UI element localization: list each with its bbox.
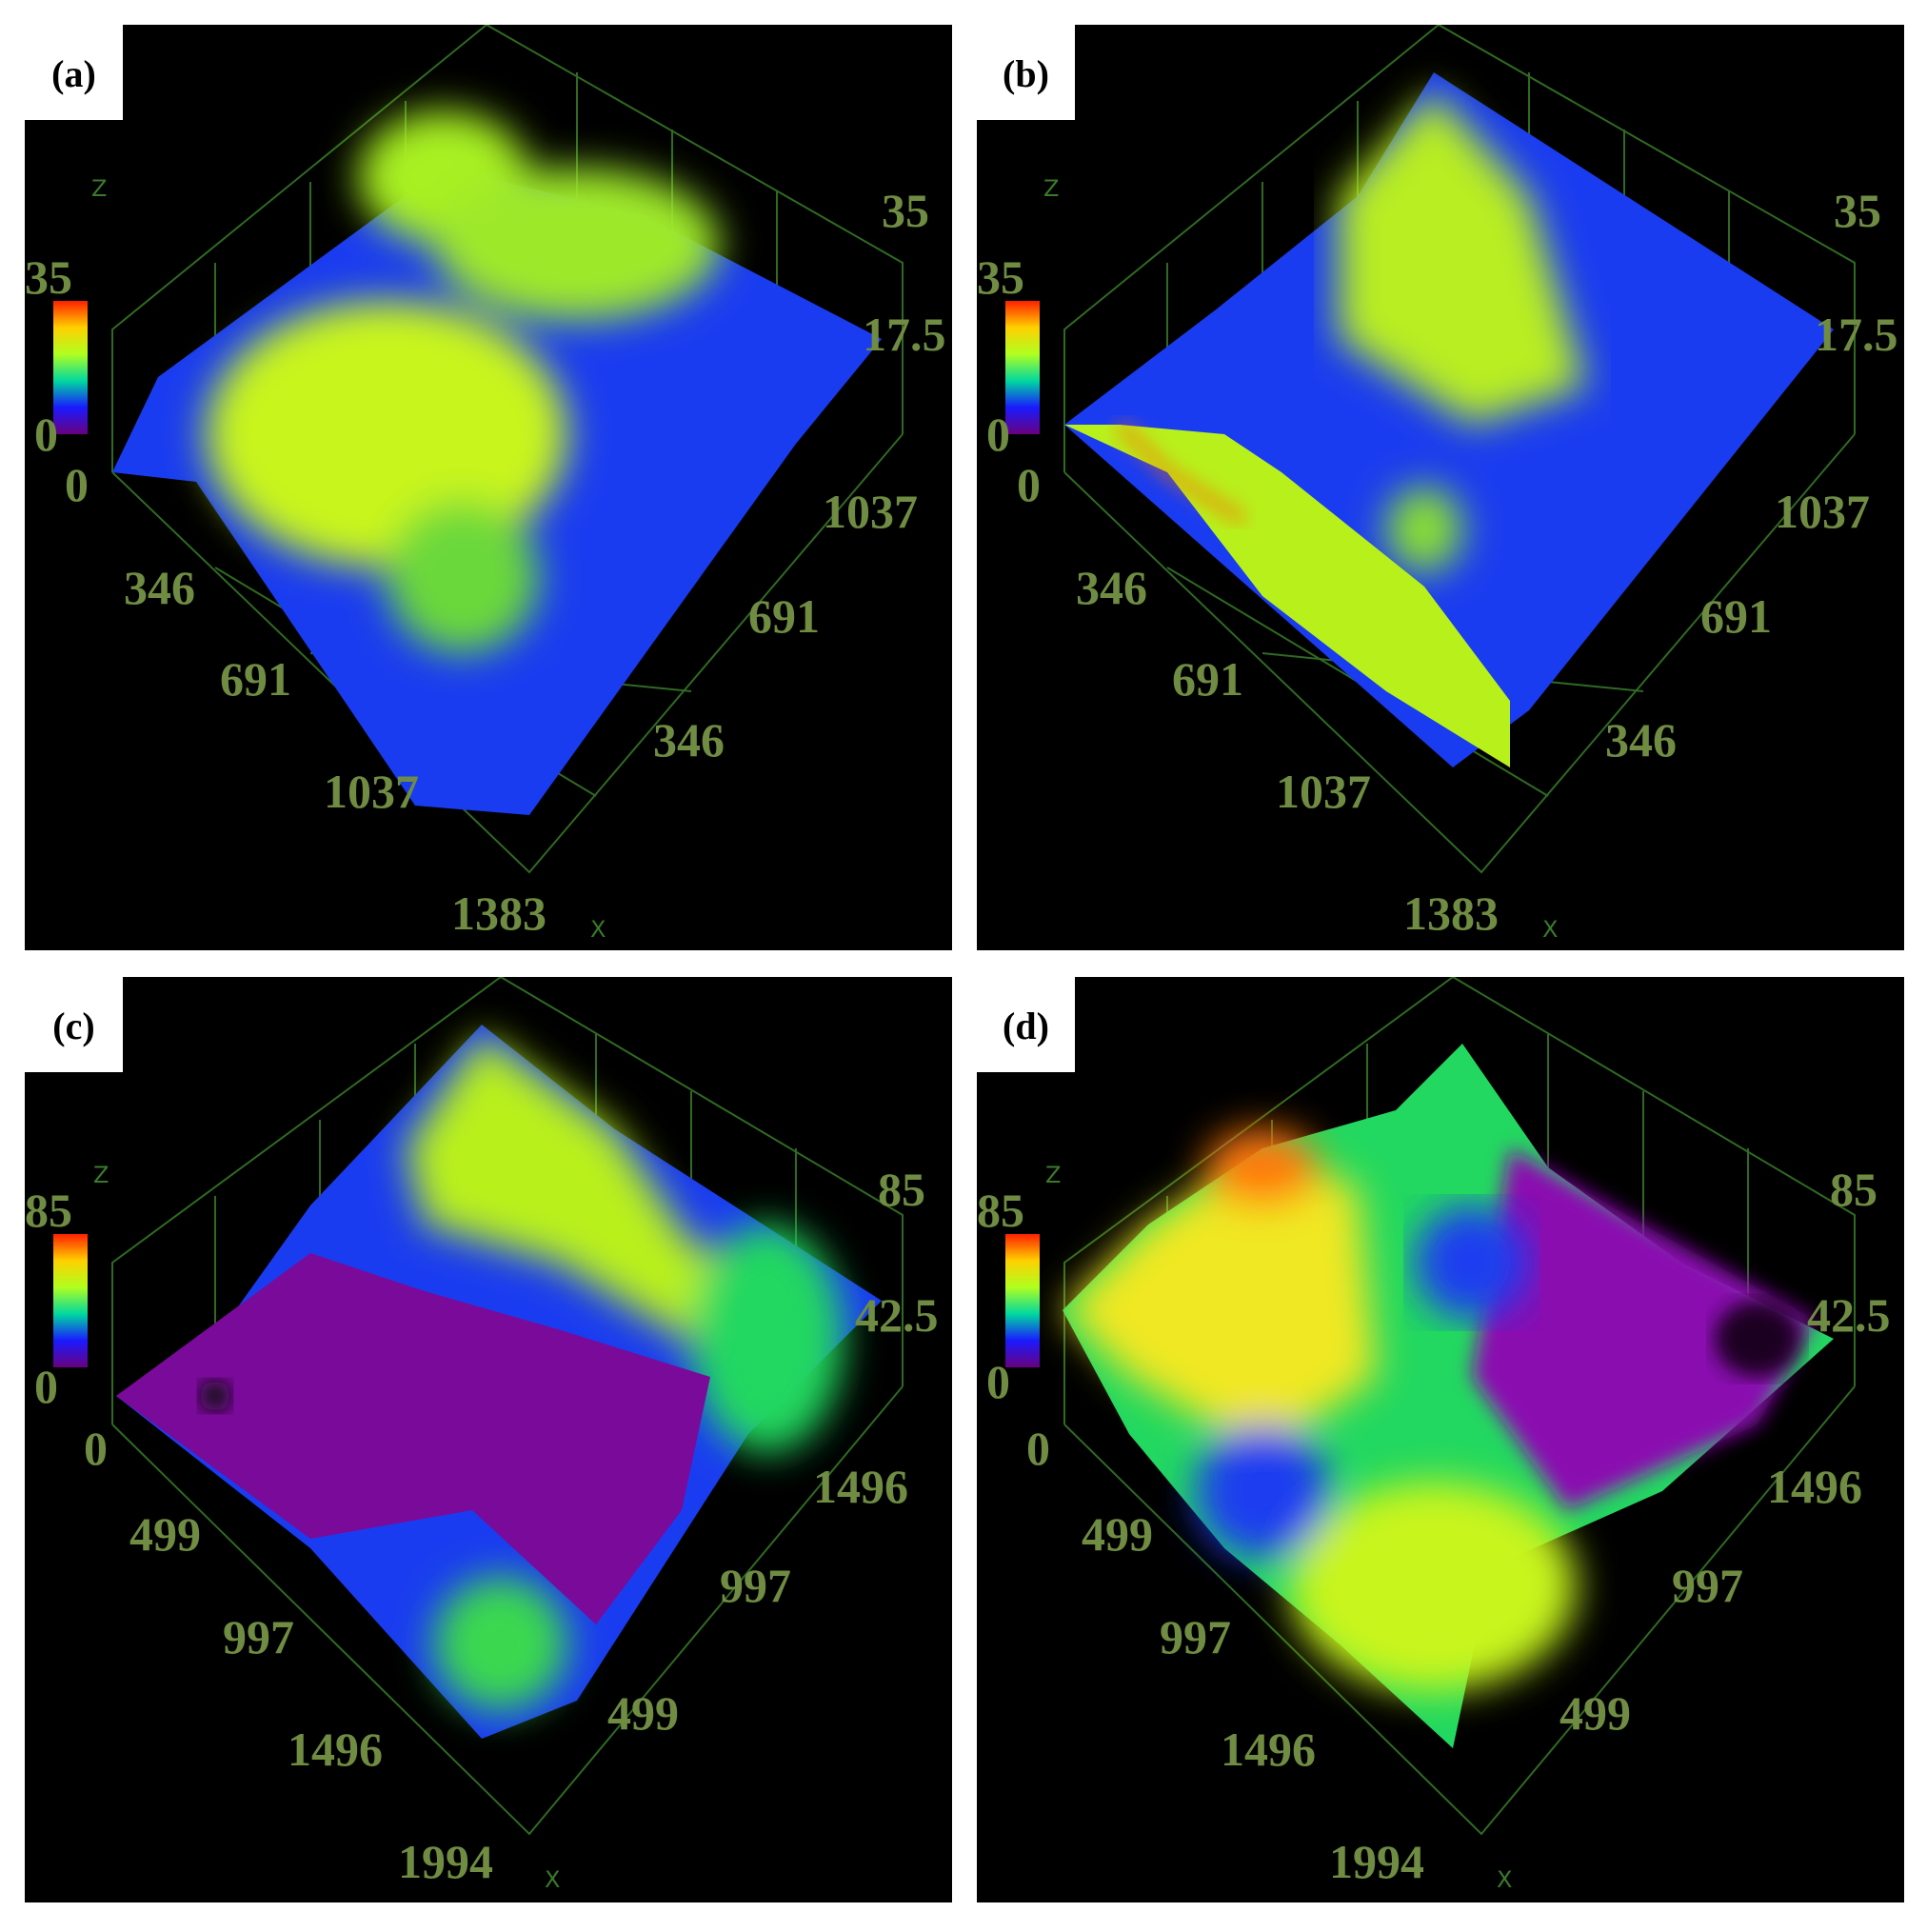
z-tick: 42.5 xyxy=(855,1288,939,1342)
z-tick: 17.5 xyxy=(863,308,946,361)
panel-c: (c) 85 0 0 Z 85 42.5 499 997 1496 1994 1… xyxy=(25,977,952,1902)
y-tick: 499 xyxy=(1082,1507,1153,1561)
color-bar xyxy=(53,1234,88,1367)
z-tick: 17.5 xyxy=(1815,308,1898,361)
surface-plot-a xyxy=(111,25,904,874)
y-tick: 1994 xyxy=(398,1835,493,1888)
z-origin-label: 0 xyxy=(1026,1422,1050,1475)
y-tick: 1383 xyxy=(1403,886,1499,940)
colorbar-min-label: 0 xyxy=(34,1360,58,1413)
y-tick: 1383 xyxy=(451,886,546,940)
x-axis-label: X xyxy=(1542,916,1559,943)
z-origin-label: 0 xyxy=(84,1422,108,1475)
y-tick: 346 xyxy=(1076,561,1147,614)
panel-label: (d) xyxy=(977,977,1075,1072)
y-tick: 1994 xyxy=(1329,1835,1424,1888)
color-bar xyxy=(1005,301,1040,434)
x-axis-label: X xyxy=(1497,1866,1513,1893)
color-bar xyxy=(1005,1234,1040,1367)
x-tick: 1496 xyxy=(1767,1460,1862,1513)
y-tick: 499 xyxy=(129,1507,201,1561)
z-tick: 85 xyxy=(1830,1163,1877,1216)
panel-d: (d) 85 0 0 Z 85 42.5 499 997 1496 1994 1… xyxy=(977,977,1904,1902)
colorbar-min-label: 0 xyxy=(34,408,58,461)
surface-plot-d xyxy=(1063,977,1856,1836)
x-tick: 1496 xyxy=(813,1460,908,1513)
x-tick: 1037 xyxy=(1775,485,1870,538)
colorbar-min-label: 0 xyxy=(986,408,1010,461)
surface-plot-b xyxy=(1063,25,1856,874)
z-tick: 85 xyxy=(878,1163,925,1216)
panel-label: (a) xyxy=(25,25,123,120)
x-tick: 499 xyxy=(607,1686,679,1740)
surface-plot-c xyxy=(111,977,904,1836)
panel-label: (c) xyxy=(25,977,123,1072)
x-tick: 346 xyxy=(1605,713,1677,767)
y-tick: 346 xyxy=(124,561,195,614)
y-tick: 1496 xyxy=(1221,1723,1316,1776)
colorbar-max-label: 35 xyxy=(977,250,1024,304)
panel-label: (b) xyxy=(977,25,1075,120)
y-tick: 1037 xyxy=(324,765,419,818)
z-origin-label: 0 xyxy=(65,458,89,511)
panel-a: (a) 35 0 0 Z 35 17.5 346 691 1037 1383 1… xyxy=(25,25,952,950)
x-tick: 346 xyxy=(653,713,725,767)
x-tick: 1037 xyxy=(823,485,918,538)
x-tick: 997 xyxy=(1672,1559,1743,1612)
panel-b: (b) 35 0 0 Z 35 17.5 346 691 1037 1383 1… xyxy=(977,25,1904,950)
x-tick: 499 xyxy=(1559,1686,1631,1740)
x-tick: 997 xyxy=(720,1559,791,1612)
colorbar-max-label: 35 xyxy=(25,250,72,304)
y-tick: 691 xyxy=(220,652,291,706)
z-axis-label: Z xyxy=(1043,175,1060,202)
colorbar-max-label: 85 xyxy=(977,1184,1024,1237)
color-bar xyxy=(53,301,88,434)
x-axis-label: X xyxy=(590,916,606,943)
y-tick: 997 xyxy=(223,1610,294,1663)
z-axis-label: Z xyxy=(91,175,108,202)
y-tick: 691 xyxy=(1172,652,1243,706)
y-tick: 1496 xyxy=(288,1723,383,1776)
z-axis-label: Z xyxy=(1045,1162,1062,1188)
x-axis-label: X xyxy=(545,1866,561,1893)
x-tick: 691 xyxy=(748,589,820,643)
colorbar-max-label: 85 xyxy=(25,1184,72,1237)
z-tick: 35 xyxy=(882,184,929,237)
z-axis-label: Z xyxy=(93,1162,109,1188)
y-tick: 997 xyxy=(1160,1610,1231,1663)
z-tick: 35 xyxy=(1834,184,1881,237)
x-tick: 691 xyxy=(1700,589,1772,643)
z-tick: 42.5 xyxy=(1807,1288,1891,1342)
y-tick: 1037 xyxy=(1276,765,1371,818)
z-origin-label: 0 xyxy=(1017,458,1041,511)
colorbar-min-label: 0 xyxy=(986,1355,1010,1408)
